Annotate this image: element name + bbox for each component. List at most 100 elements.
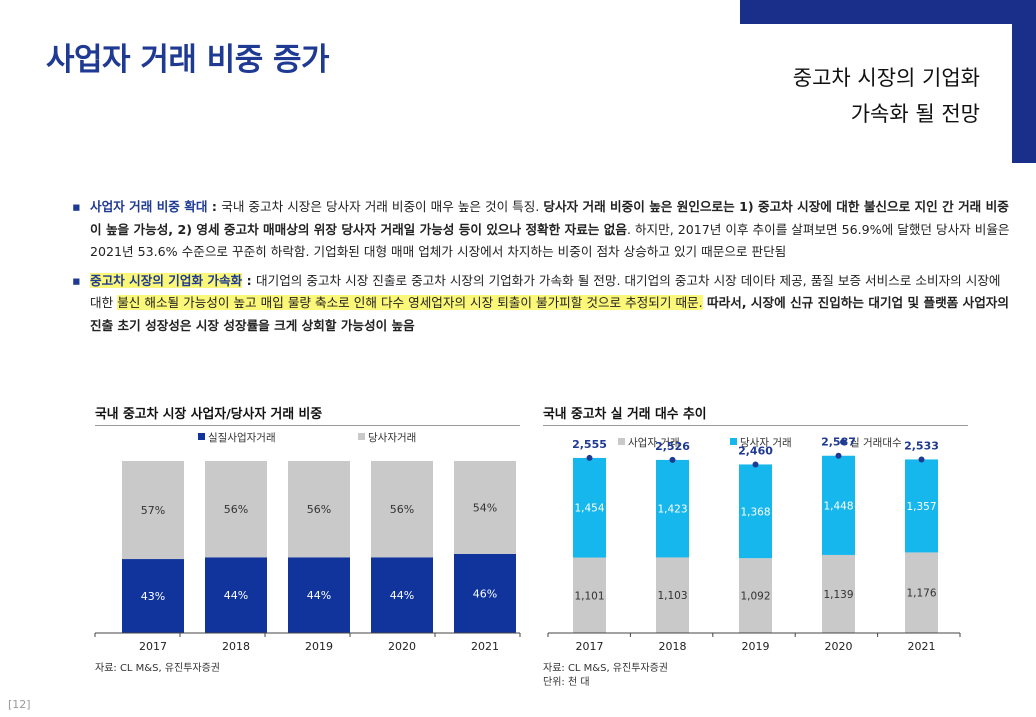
bullet-text: . 하지만, 2017년 이후 추이를 살펴보면 56.9%에 달했던 당사자 … [90, 221, 1010, 260]
x-tick-label: 2018 [222, 640, 250, 653]
bullet-text: 대기업의 중고차 시장 진출로 중고차 시장의 기업화가 가속화 될 전망. 대… [90, 272, 1001, 311]
bar-2017-s0 [122, 559, 184, 633]
bar-label-2021-s0: 46% [473, 587, 497, 600]
legend-swatch-1 [358, 433, 365, 440]
bar-label-2021-s1: 1,357 [906, 501, 936, 513]
bar-2018-s1 [656, 459, 689, 558]
bar-label-2017-s1: 57% [141, 504, 165, 517]
bullet-separator: : [207, 199, 222, 214]
bullet-text: 국내 중고차 시장은 당사자 거래 비중이 매우 높은 것이 특징. [221, 199, 544, 214]
bullet-heading: 중고차 시장의 기업화 가속화 [90, 272, 243, 288]
bar-2021-s0 [905, 552, 938, 633]
bullet-bold-text: 따라서, 시장에 신규 진입하는 대기업 및 플랫폼 사업자의 진출 초기 성장… [90, 295, 1009, 333]
total-point-2017 [586, 454, 593, 461]
bar-2019-s0 [739, 558, 772, 633]
highlighted-text: 불신 해소될 가능성이 높고 매입 물량 축소로 인해 다수 영세업자의 시장 … [117, 295, 703, 310]
chart1: 실질사업자거래 당사자거래 43% 57% 2017 44% 56% 2018 44% 56% 20… [94, 431, 521, 653]
x-tick-label: 2019 [305, 640, 333, 653]
x-tick-label: 2017 [139, 640, 167, 653]
bar-2018-s1 [205, 461, 267, 558]
bar-label-2020-s1: 1,448 [823, 500, 853, 512]
bar-2017-s0 [573, 557, 606, 633]
total-point-2021 [918, 456, 925, 463]
chart2-source: 자료: CL M&S, 유진투자증권 단위: 천 대 [543, 662, 668, 690]
total-label-2021: 2,533 [904, 439, 939, 452]
bar-2021-s1 [454, 461, 516, 554]
bar-label-2018-s0: 1,103 [657, 590, 687, 602]
total-label-2017: 2,555 [572, 438, 607, 451]
total-label-2018: 2,526 [655, 440, 690, 453]
bar-2019-s0 [288, 557, 350, 633]
chart1-source: 자료: CL M&S, 유진투자증권 [95, 663, 221, 674]
bar-2020-s1 [371, 461, 433, 558]
header-accent-bar [740, 0, 1036, 24]
bullet-marker-icon: ▪ [72, 199, 81, 214]
legend-label-total: 실 거래대수 [850, 437, 902, 449]
chart1-title-rule [95, 425, 520, 426]
bar-2020-s0 [822, 554, 855, 633]
bar-label-2017-s0: 43% [141, 590, 165, 603]
x-tick-label: 2018 [659, 640, 687, 653]
bar-2017-s1 [573, 457, 606, 558]
bar-2018-s0 [205, 557, 267, 633]
chart2-title-rule [543, 425, 968, 426]
x-tick-label: 2021 [471, 640, 499, 653]
bar-label-2020-s0: 1,139 [823, 589, 853, 601]
bar-label-2021-s1: 54% [473, 501, 497, 514]
bullet-item-2: ▪ 중고차 시장의 기업화 가속화 : 대기업의 중고차 시장 진출로 중고차 … [72, 270, 1012, 338]
bar-label-2018-s1: 1,423 [657, 504, 687, 516]
chart2-unit-line: 단위: 천 대 [543, 677, 590, 688]
chart1-title: 국내 중고차 시장 사업자/당사자 거래 비중 [95, 407, 323, 422]
bar-label-2020-s0: 44% [390, 589, 414, 602]
bar-label-2017-s0: 1,101 [574, 590, 604, 602]
bar-label-2018-s0: 44% [224, 589, 248, 602]
bar-label-2019-s1: 56% [307, 503, 331, 516]
bar-2017-s1 [122, 461, 184, 560]
bar-label-2021-s0: 1,176 [906, 588, 936, 600]
bar-2021-s0 [454, 553, 516, 633]
total-point-2020 [835, 452, 842, 459]
x-tick-label: 2019 [742, 640, 770, 653]
bullet-separator: : [242, 272, 257, 288]
x-tick-label: 2020 [388, 640, 416, 653]
legend-swatch-0 [618, 438, 625, 445]
legend-swatch-1 [730, 438, 737, 445]
bar-2020-s1 [822, 455, 855, 555]
bar-label-2019-s0: 44% [307, 589, 331, 602]
bar-label-2017-s1: 1,454 [574, 503, 604, 515]
subtitle-line-1: 중고차 시장의 기업화 [792, 66, 980, 90]
x-tick-label: 2017 [576, 640, 604, 653]
bar-2019-s1 [739, 464, 772, 559]
page-subtitle: 중고차 시장의 기업화 가속화 될 전망 [793, 60, 980, 132]
bullet-marker-icon: ▪ [72, 272, 81, 288]
total-point-2019 [752, 461, 759, 468]
legend-label-1: 당사자거래 [368, 432, 416, 444]
total-label-2020: 2,587 [821, 436, 856, 449]
total-label-2019: 2,460 [738, 444, 773, 457]
page-title: 사업자 거래 비중 증가 [46, 42, 330, 78]
bar-label-2020-s1: 56% [390, 503, 414, 516]
bar-label-2019-s0: 1,092 [740, 591, 770, 603]
x-tick-label: 2021 [908, 640, 936, 653]
subtitle-line-2: 가속화 될 전망 [850, 102, 980, 126]
page-number: [12] [8, 698, 31, 711]
bullet-bold-text: 당사자 거래 비중이 높은 원인으로는 1) 중고차 시장에 대한 불신으로 지… [90, 199, 1009, 237]
legend-swatch-0 [198, 433, 205, 440]
legend-marker-total [840, 439, 846, 445]
bar-2018-s0 [656, 557, 689, 633]
bar-2020-s0 [371, 557, 433, 633]
chart2: 사업자 거래 당사자 거래 실 거래대수 1,101 1,454 2,555 2017 1,1… [547, 436, 961, 653]
bullet-heading: 사업자 거래 비중 확대 [90, 199, 208, 214]
bar-label-2018-s1: 56% [224, 503, 248, 516]
bar-label-2019-s1: 1,368 [740, 506, 770, 518]
chart2-title: 국내 중고차 실 거래 대수 추이 [543, 407, 707, 422]
bullet-list: ▪ 사업자 거래 비중 확대 : 국내 중고차 시장은 당사자 거래 비중이 매… [72, 196, 1012, 343]
x-tick-label: 2020 [825, 640, 853, 653]
chart2-source-line: 자료: CL M&S, 유진투자증권 [543, 663, 669, 674]
side-accent-bar [1012, 24, 1036, 163]
total-point-2018 [669, 456, 676, 463]
legend-label-1: 당사자 거래 [740, 437, 792, 449]
legend-label-0: 실질사업자거래 [208, 431, 276, 444]
bar-2019-s1 [288, 461, 350, 558]
bullet-item-1: ▪ 사업자 거래 비중 확대 : 국내 중고차 시장은 당사자 거래 비중이 매… [72, 196, 1012, 264]
